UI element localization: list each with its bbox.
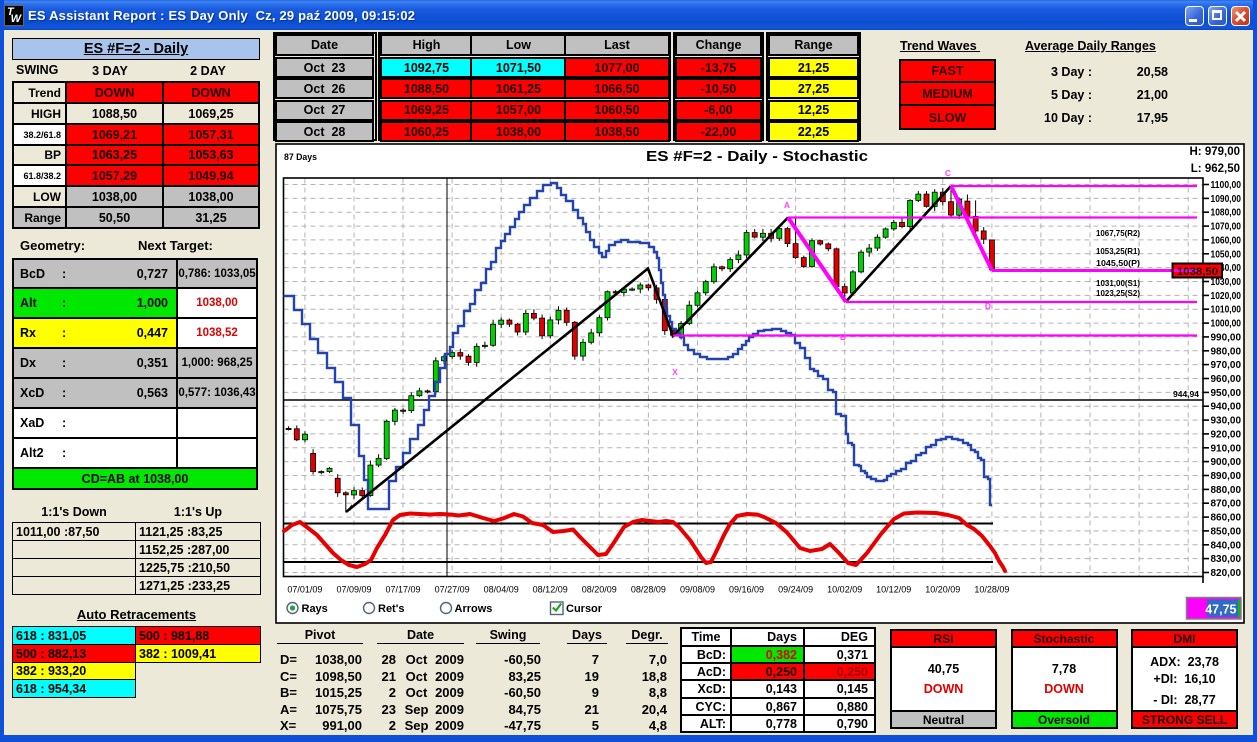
svg-text:920,00: 920,00 <box>1211 429 1242 440</box>
svg-text:1053,25(R1): 1053,25(R1) <box>1096 246 1140 256</box>
svg-text:1000,00: 1000,00 <box>1211 319 1242 330</box>
svg-text:X: X <box>672 367 678 377</box>
svg-text:07/17/09: 07/17/09 <box>385 585 420 595</box>
svg-text:Arrows: Arrows <box>455 603 493 615</box>
svg-text:08/28/09: 08/28/09 <box>631 585 666 595</box>
svg-text:900,00: 900,00 <box>1211 457 1242 468</box>
svg-text:A: A <box>784 200 790 210</box>
svg-text:07/27/09: 07/27/09 <box>435 585 470 595</box>
svg-text:860,00: 860,00 <box>1211 513 1242 524</box>
svg-text:980,00: 980,00 <box>1211 346 1242 357</box>
svg-text:87 Days: 87 Days <box>284 152 317 162</box>
svg-text:1067,75(R2): 1067,75(R2) <box>1096 228 1140 238</box>
svg-text:1060,00: 1060,00 <box>1211 235 1242 246</box>
svg-text:930,00: 930,00 <box>1211 416 1242 427</box>
svg-text:1020,00: 1020,00 <box>1211 291 1242 302</box>
svg-text:Cursor: Cursor <box>566 603 603 615</box>
svg-text:1100,00: 1100,00 <box>1211 180 1242 191</box>
svg-text:10/28/09: 10/28/09 <box>974 585 1009 595</box>
svg-text:1010,00: 1010,00 <box>1211 305 1242 316</box>
svg-text:1038,50: 1038,50 <box>1177 266 1218 278</box>
svg-text:08/04/09: 08/04/09 <box>484 585 519 595</box>
svg-text:08/20/09: 08/20/09 <box>582 585 617 595</box>
svg-text:970,00: 970,00 <box>1211 360 1242 371</box>
svg-text:H: 979,00: H: 979,00 <box>1189 146 1240 158</box>
svg-text:10/12/09: 10/12/09 <box>876 585 911 595</box>
svg-text:950,00: 950,00 <box>1211 388 1242 399</box>
svg-text:944,94: 944,94 <box>1173 389 1199 399</box>
svg-text:1090,00: 1090,00 <box>1211 194 1242 205</box>
svg-text:1050,00: 1050,00 <box>1211 249 1242 260</box>
svg-text:1070,00: 1070,00 <box>1211 222 1242 233</box>
svg-text:10/20/09: 10/20/09 <box>925 585 960 595</box>
svg-text:1040,00: 1040,00 <box>1211 263 1242 274</box>
svg-text:07/01/09: 07/01/09 <box>287 585 322 595</box>
svg-text:1023,25(S2): 1023,25(S2) <box>1096 288 1140 298</box>
svg-text:990,00: 990,00 <box>1211 332 1242 343</box>
svg-text:890,00: 890,00 <box>1211 471 1242 482</box>
svg-text:910,00: 910,00 <box>1211 443 1242 454</box>
svg-text:1030,00: 1030,00 <box>1211 277 1242 288</box>
svg-text:880,00: 880,00 <box>1211 485 1242 496</box>
svg-text:870,00: 870,00 <box>1211 499 1242 510</box>
svg-text:940,00: 940,00 <box>1211 402 1242 413</box>
svg-text:09/16/09: 09/16/09 <box>729 585 764 595</box>
svg-text:D: D <box>985 301 991 311</box>
svg-text:C: C <box>945 168 951 178</box>
svg-text:09/24/09: 09/24/09 <box>778 585 813 595</box>
svg-text:960,00: 960,00 <box>1211 374 1242 385</box>
svg-text:Ret's: Ret's <box>378 603 404 615</box>
svg-text:ES #F=2 - Daily - Stochastic: ES #F=2 - Daily - Stochastic <box>646 148 868 165</box>
svg-text:840,00: 840,00 <box>1211 540 1242 551</box>
svg-text:Rays: Rays <box>302 603 328 615</box>
svg-text:820,00: 820,00 <box>1211 568 1242 579</box>
svg-text:08/12/09: 08/12/09 <box>533 585 568 595</box>
svg-text:1045,50(P): 1045,50(P) <box>1096 258 1140 268</box>
svg-text:07/09/09: 07/09/09 <box>336 585 371 595</box>
svg-text:09/08/09: 09/08/09 <box>680 585 715 595</box>
svg-text:850,00: 850,00 <box>1211 526 1242 537</box>
svg-text:10/02/09: 10/02/09 <box>827 585 862 595</box>
svg-text:L: 962,50: L: 962,50 <box>1191 163 1240 175</box>
svg-text:47,75: 47,75 <box>1205 603 1236 617</box>
svg-text:1080,00: 1080,00 <box>1211 208 1242 219</box>
svg-text:B: B <box>840 332 846 342</box>
svg-text:830,00: 830,00 <box>1211 554 1242 565</box>
svg-text:1031,00(S1): 1031,00(S1) <box>1096 278 1140 288</box>
